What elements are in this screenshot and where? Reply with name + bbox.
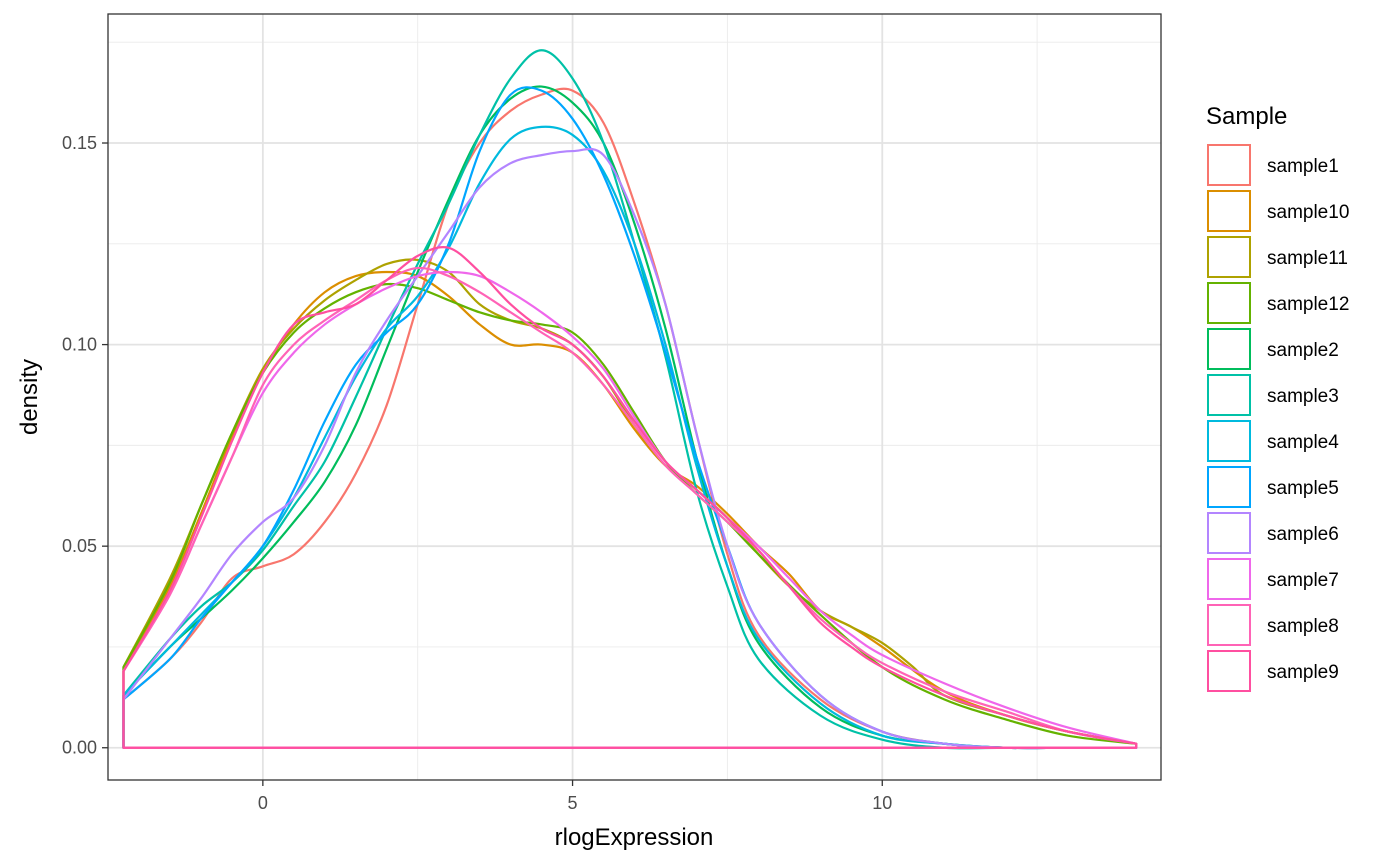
legend-label-sample12: sample12 (1267, 294, 1349, 315)
legend-label-sample7: sample7 (1267, 570, 1339, 591)
legend-key-sample2 (1207, 328, 1251, 370)
legend-key-sample8 (1207, 604, 1251, 646)
legend-label-sample10: sample10 (1267, 202, 1349, 223)
legend-label-sample5: sample5 (1267, 478, 1339, 499)
density-curves (122, 49, 1138, 750)
legend-title: Sample (1206, 103, 1287, 130)
y-tick-label: 0.00 (62, 738, 97, 758)
legend-label-sample2: sample2 (1267, 340, 1339, 361)
x-tick-label: 0 (258, 793, 268, 813)
legend-key-sample3 (1207, 374, 1251, 416)
y-tick-label: 0.15 (62, 133, 97, 153)
legend-label-sample9: sample9 (1267, 662, 1339, 683)
y-tick-label: 0.05 (62, 536, 97, 556)
x-axis-title: rlogExpression (555, 824, 714, 851)
legend-key-sample11 (1207, 236, 1251, 278)
density-curve-sample6 (122, 147, 1138, 750)
density-curve-sample2 (122, 85, 1138, 750)
density-curve-sample7 (122, 270, 1138, 749)
density-curve-sample8 (122, 266, 1138, 749)
legend-label-sample11: sample11 (1267, 248, 1348, 269)
legend: sample1 sample10 sample11 sample12 sample2 sa… (1207, 144, 1349, 692)
panel-border (107, 13, 1162, 781)
legend-key-sample10 (1207, 190, 1251, 232)
legend-key-sample4 (1207, 420, 1251, 462)
legend-key-sample1 (1207, 144, 1251, 186)
y-tick-label: 0.10 (62, 335, 97, 355)
x-tick-label: 10 (872, 793, 892, 813)
legend-key-sample6 (1207, 512, 1251, 554)
legend-key-sample7 (1207, 558, 1251, 600)
density-curve-sample1 (122, 87, 1138, 750)
legend-label-sample1: sample1 (1267, 156, 1339, 177)
legend-label-sample4: sample4 (1267, 432, 1339, 453)
y-axis-title: density (16, 359, 43, 435)
density-curve-sample3 (122, 49, 1138, 750)
x-tick-label: 5 (568, 793, 578, 813)
legend-key-sample12 (1207, 282, 1251, 324)
legend-label-sample3: sample3 (1267, 386, 1339, 407)
legend-key-sample5 (1207, 466, 1251, 508)
legend-key-sample9 (1207, 650, 1251, 692)
density-curve-sample9 (122, 246, 1138, 749)
axis-ticks: 0 5 10 0.00 0.05 0.10 0.15 (62, 133, 892, 813)
legend-label-sample6: sample6 (1267, 524, 1339, 545)
panel-background (108, 14, 1161, 780)
legend-label-sample8: sample8 (1267, 616, 1339, 637)
density-curve-sample4 (122, 125, 1138, 750)
